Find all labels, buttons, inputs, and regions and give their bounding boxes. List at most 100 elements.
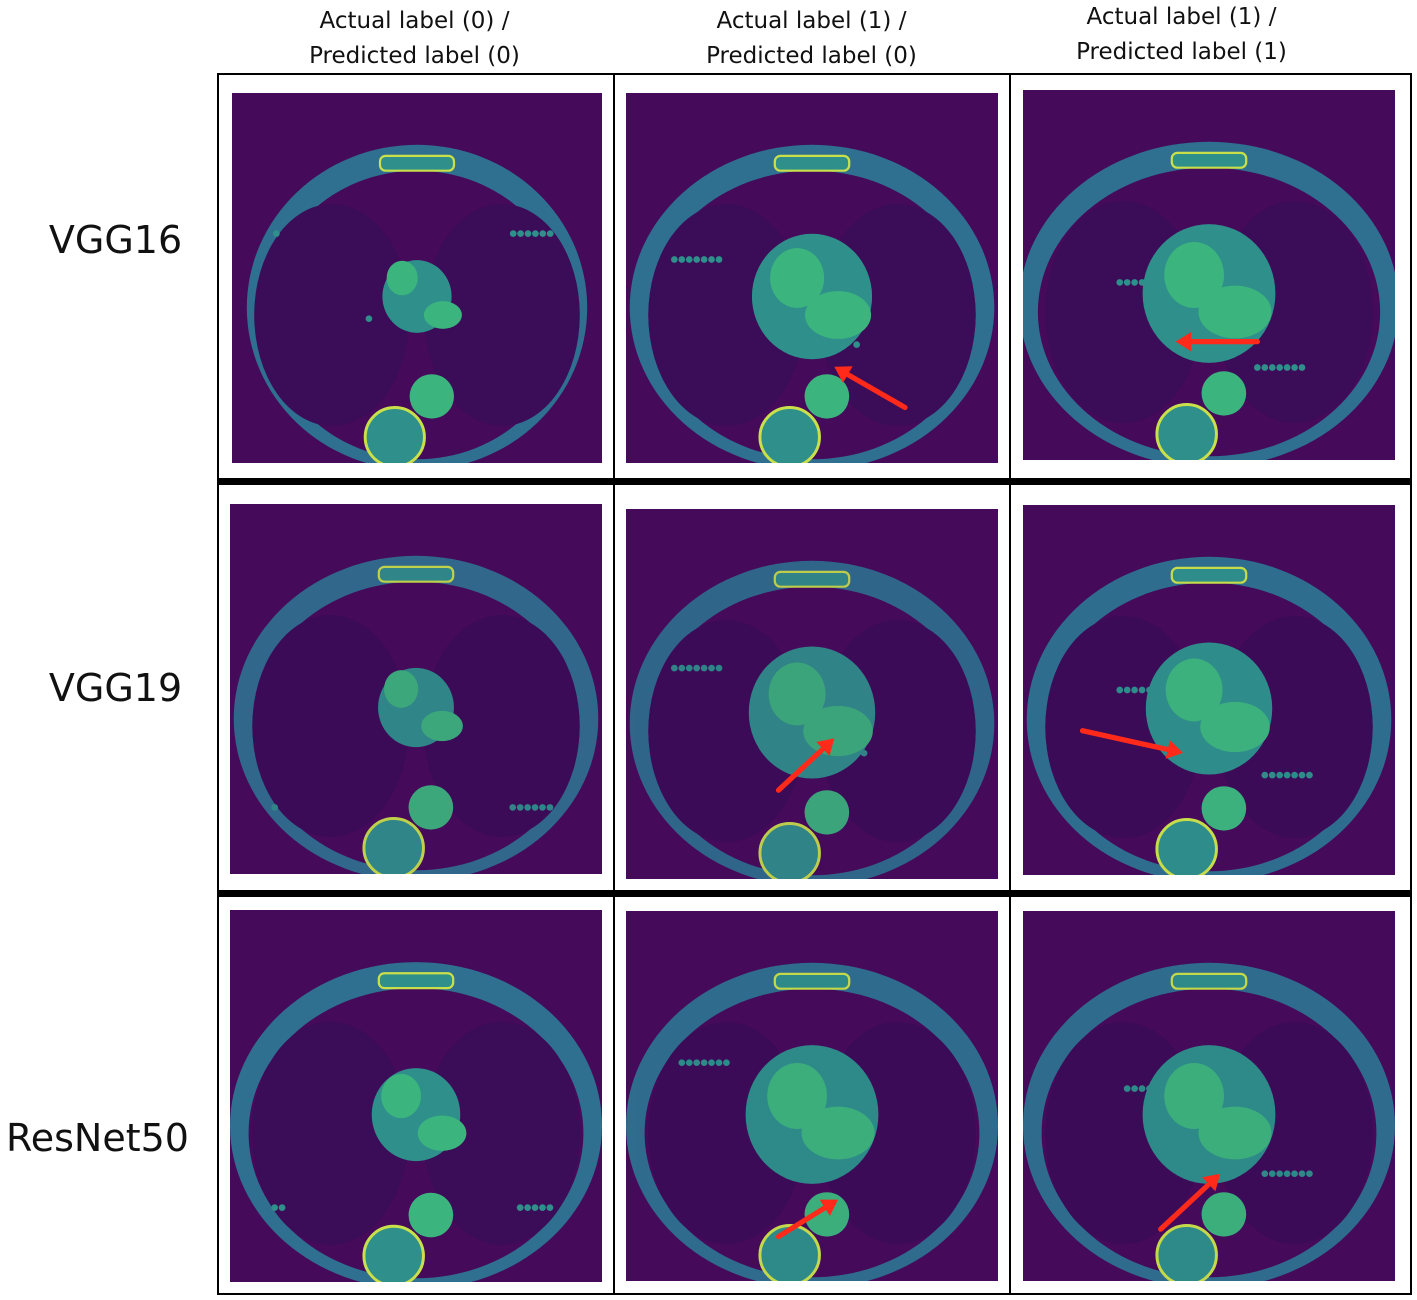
sternum: [377, 565, 455, 583]
lung-vessel: [1283, 771, 1291, 779]
lung-vessel: [1261, 1170, 1269, 1178]
lung-vessel: [693, 1059, 701, 1067]
lung-vessel: [1283, 1170, 1291, 1178]
lung-vessel: [1283, 364, 1291, 371]
annotation-arrow-shaft: [1079, 728, 1171, 753]
lung-vessel: [853, 341, 860, 348]
lung-vessel: [685, 256, 693, 263]
sternum: [773, 570, 851, 588]
lung-vessel: [1291, 1170, 1298, 1178]
lung-vessel: [715, 256, 723, 263]
descending-aorta: [408, 785, 454, 830]
sternum: [773, 972, 851, 990]
vertebra: [1156, 404, 1217, 460]
lung-vessel: [1123, 686, 1131, 694]
annotation-arrow-icon: [1165, 740, 1183, 759]
lung-vessel: [700, 664, 708, 672]
pulmonary-artery: [1198, 285, 1272, 339]
sternum: [1170, 151, 1248, 169]
row-separator-2: [217, 890, 1412, 897]
ct-slice-drawing: [1023, 90, 1395, 460]
aorta: [386, 260, 418, 296]
aorta: [768, 662, 826, 726]
vertebra-cortex: [363, 406, 426, 463]
lung-vessel: [271, 1204, 278, 1211]
lung-vessel: [708, 664, 715, 672]
lung-vessel: [531, 804, 539, 811]
lung-vessel: [1298, 364, 1306, 371]
vertebra-cortex: [1155, 403, 1218, 460]
left-lung: [252, 1021, 409, 1245]
sternum: [378, 154, 456, 172]
lung-vessel: [708, 256, 715, 263]
lung-vessel: [1268, 364, 1276, 371]
lung-vessel: [693, 256, 701, 263]
vertebra-cortex: [1155, 818, 1218, 875]
lung-vessel: [1131, 279, 1138, 286]
lung-vessel: [517, 230, 524, 237]
annotation-arrow-icon: [1202, 1173, 1221, 1192]
row-separator-1: [217, 478, 1412, 485]
lung-vessel: [1138, 686, 1146, 694]
pulmonary-artery: [421, 710, 463, 742]
lung-vessel: [678, 1059, 686, 1067]
anatomy-group: [246, 144, 588, 463]
lung-vessel: [539, 804, 546, 811]
lung-vessel: [715, 1059, 723, 1067]
lung-vessel: [1276, 771, 1284, 779]
pulmonary-artery: [803, 705, 873, 757]
vertebra: [363, 1226, 424, 1282]
ct-slice-drawing: [626, 911, 998, 1281]
lung-vessel: [539, 1204, 546, 1211]
descending-aorta: [409, 374, 454, 419]
lung-vessel: [1298, 771, 1306, 779]
lung-vessel: [1291, 364, 1298, 371]
lung-vessel: [539, 230, 547, 237]
lung-vessel: [1291, 771, 1298, 779]
row-label-vgg19: VGG19: [48, 666, 183, 710]
right-lung: [424, 204, 580, 426]
column-header-2: Actual label (1) / Predicted label (0): [706, 8, 917, 69]
vertebra-cortex: [1155, 1224, 1218, 1281]
lung-vessel: [524, 1204, 531, 1211]
lung-vessel: [1116, 686, 1124, 694]
annotation-arrow-shaft: [845, 371, 908, 411]
lung-vessel: [1131, 686, 1138, 694]
row-label-vgg16: VGG16: [48, 218, 183, 262]
ct-slice-drawing: [232, 93, 602, 463]
lung-vessel: [693, 664, 701, 672]
vertebra-cortex: [758, 822, 821, 879]
column-header-3: Actual label (1) / Predicted label (1): [1076, 4, 1287, 65]
ct-scan-image: [230, 910, 602, 1282]
ct-scan-image: [230, 504, 602, 874]
lung-vessel: [365, 315, 373, 323]
lung-vessel: [1261, 771, 1269, 779]
pulmonary-artery: [801, 1106, 875, 1160]
lung-vessel: [509, 804, 517, 811]
descending-aorta: [1201, 1192, 1247, 1237]
pulmonary-artery: [423, 301, 462, 329]
lung-vessel: [1116, 279, 1124, 286]
sternum: [1170, 566, 1248, 584]
anatomy-group: [1023, 141, 1395, 460]
vertebra: [1156, 1225, 1217, 1281]
lung-vessel: [546, 230, 554, 237]
lung-vessel: [1306, 1170, 1313, 1178]
anatomy-group: [230, 962, 602, 1282]
column-header-1: Actual label (0) / Predicted label (0): [309, 8, 520, 69]
lung-vessel: [1254, 364, 1261, 371]
right-lung: [423, 1021, 580, 1245]
lung-vessel: [509, 230, 517, 237]
annotation-arrow-shaft: [775, 746, 826, 793]
annotation-arrow-icon: [816, 738, 835, 757]
annotation-arrow-icon: [819, 1199, 839, 1216]
ct-slice-drawing: [626, 509, 998, 879]
left-lung: [254, 204, 410, 426]
lung-vessel: [1276, 364, 1284, 371]
aorta: [381, 1073, 422, 1119]
anatomy-group: [1026, 556, 1392, 875]
lung-vessel: [678, 664, 686, 672]
lung-vessel: [708, 1059, 715, 1067]
sternum: [377, 972, 455, 990]
ct-scan-image: [626, 93, 998, 463]
